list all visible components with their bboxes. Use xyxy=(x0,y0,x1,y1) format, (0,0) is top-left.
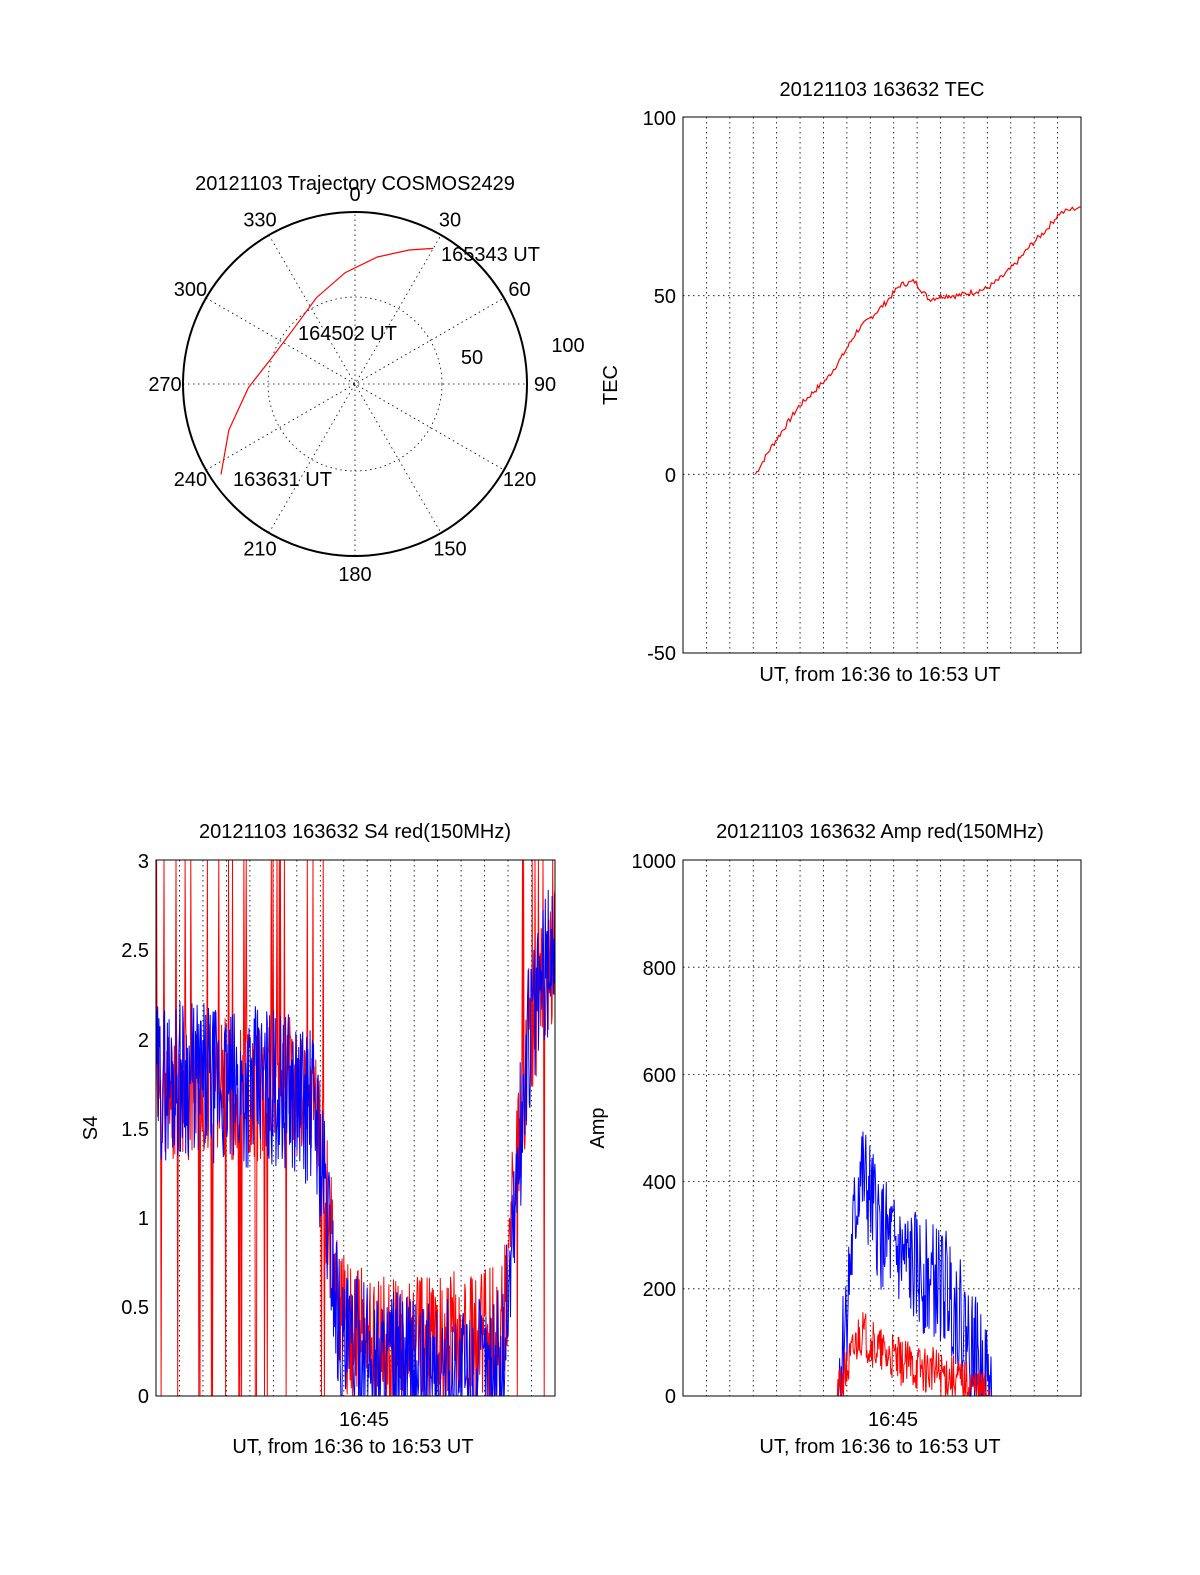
tec-ytick-neg50: -50 xyxy=(647,643,676,665)
polar-angle-label: 180 xyxy=(338,564,371,586)
s4-blue-series xyxy=(155,889,556,1398)
s4-y-ticks: 3 2.5 2 1.5 1 0.5 0 xyxy=(121,851,149,1408)
tec-xlabel: UT, from 16:36 to 16:53 UT xyxy=(759,664,1000,686)
tec-ytick-50: 50 xyxy=(654,286,676,308)
s4-chart: 20121103 163632 S4 red(150MHz) 3 2.5 2 1… xyxy=(80,821,556,1458)
s4-ylabel: S4 xyxy=(80,1116,102,1140)
s4-frame xyxy=(155,859,556,1397)
amp-xlabel: UT, from 16:36 to 16:53 UT xyxy=(759,1436,1000,1458)
polar-angle-label: 300 xyxy=(174,279,207,301)
polar-angle-label: 120 xyxy=(503,469,536,491)
polar-angle-label: 90 xyxy=(534,374,556,396)
amp-ytick-0: 0 xyxy=(665,1386,676,1408)
amp-ytick-400: 400 xyxy=(643,1172,676,1194)
s4-ytick-3: 3 xyxy=(138,851,149,873)
s4-xlabel: UT, from 16:36 to 16:53 UT xyxy=(232,1436,473,1458)
tec-ytick-100: 100 xyxy=(643,108,676,130)
polar-trajectory-chart: 20121103 Trajectory COSMOS2429 0 30 60 90 12… xyxy=(148,173,584,586)
s4-title: 20121103 163632 S4 red(150MHz) xyxy=(199,821,511,843)
tec-chart: 20121103 163632 TEC 100 50 0 -50 TEC UT,… xyxy=(600,79,1082,686)
amp-xtick-1645: 16:45 xyxy=(868,1409,918,1431)
tec-y-ticks: 100 50 0 -50 xyxy=(643,108,676,665)
amp-y-ticks: 1000 800 600 400 200 0 xyxy=(632,851,677,1408)
polar-angle-label: 60 xyxy=(508,279,530,301)
polar-angle-labels: 0 30 60 90 120 150 180 210 240 270 300 330 xyxy=(148,184,556,586)
polar-title: 20121103 Trajectory COSMOS2429 xyxy=(195,173,515,195)
polar-angle-label: 0 xyxy=(349,184,360,206)
amp-ytick-1000: 1000 xyxy=(632,851,677,873)
s4-red-series xyxy=(155,859,556,1397)
polar-angle-label: 240 xyxy=(174,469,207,491)
tec-ylabel: TEC xyxy=(600,365,622,405)
s4-ytick-2: 2 xyxy=(138,1030,149,1052)
tec-grid xyxy=(683,117,1081,653)
tec-series-line xyxy=(754,205,1082,475)
polar-angle-label: 270 xyxy=(148,374,181,396)
amp-grid xyxy=(683,860,1081,1397)
polar-angle-label: 150 xyxy=(433,539,466,561)
amp-red-series xyxy=(683,1312,1081,1397)
amp-ytick-200: 200 xyxy=(643,1279,676,1301)
tec-frame xyxy=(682,116,1082,654)
s4-ytick-1.5: 1.5 xyxy=(121,1119,149,1141)
amp-ylabel: Amp xyxy=(587,1107,609,1148)
polar-ring-label-50: 50 xyxy=(461,347,483,369)
amp-ytick-600: 600 xyxy=(643,1065,676,1087)
s4-ytick-2.5: 2.5 xyxy=(121,940,149,962)
s4-ytick-0.5: 0.5 xyxy=(121,1297,149,1319)
polar-ring-label-100: 100 xyxy=(551,335,584,357)
polar-angle-label: 210 xyxy=(243,539,276,561)
s4-ytick-0: 0 xyxy=(138,1386,149,1408)
s4-xtick-1645: 16:45 xyxy=(339,1409,389,1431)
amp-chart: 20121103 163632 Amp red(150MHz) 1000 800… xyxy=(587,821,1082,1458)
amp-title: 20121103 163632 Amp red(150MHz) xyxy=(716,821,1044,843)
tec-title: 20121103 163632 TEC xyxy=(780,79,985,101)
polar-annotation-mid: 164502 UT xyxy=(298,323,397,345)
polar-annotation-start: 163631 UT xyxy=(233,469,332,491)
tec-ytick-0: 0 xyxy=(665,465,676,487)
amp-ytick-800: 800 xyxy=(643,958,676,980)
s4-ytick-1: 1 xyxy=(138,1208,149,1230)
polar-trajectory-line xyxy=(220,247,434,475)
polar-angle-label: 330 xyxy=(243,209,276,231)
amp-frame xyxy=(682,859,1082,1397)
polar-angle-label: 30 xyxy=(439,209,461,231)
polar-annotation-end: 165343 UT xyxy=(441,244,540,266)
